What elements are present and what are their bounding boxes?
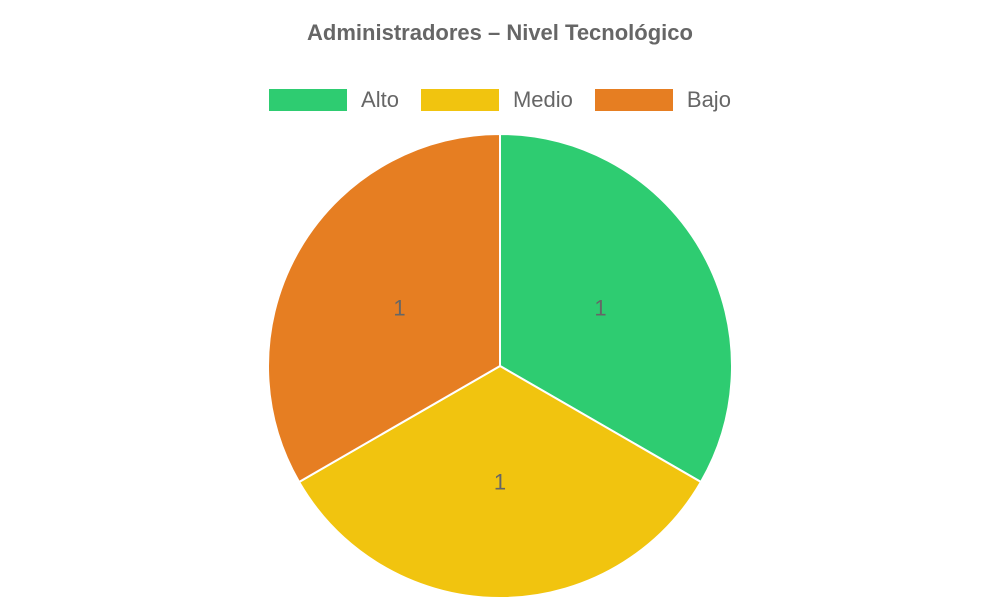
pie-slice-alto[interactable] — [499, 132, 733, 484]
legend-item-bajo[interactable]: Bajo — [594, 87, 731, 113]
legend-swatch-alto — [269, 89, 348, 111]
slice-label-alto: 1 — [594, 296, 606, 321]
legend-swatch-bajo — [594, 89, 673, 111]
pie-slice-bajo[interactable] — [267, 132, 501, 484]
legend-label-alto: Alto — [361, 87, 399, 112]
legend: Alto Medio Bajo — [0, 87, 1000, 113]
pie-slice-medio[interactable] — [297, 364, 703, 599]
legend-label-bajo: Bajo — [686, 87, 731, 112]
legend-item-alto[interactable]: Alto — [269, 87, 399, 113]
legend-item-medio[interactable]: Medio — [420, 87, 573, 113]
slice-label-bajo: 1 — [393, 296, 405, 321]
chart-title: Administradores – Nivel Tecnológico — [307, 20, 693, 45]
slice-label-medio: 1 — [494, 470, 506, 495]
legend-swatch-medio — [420, 89, 499, 111]
legend-label-medio: Medio — [512, 87, 573, 112]
